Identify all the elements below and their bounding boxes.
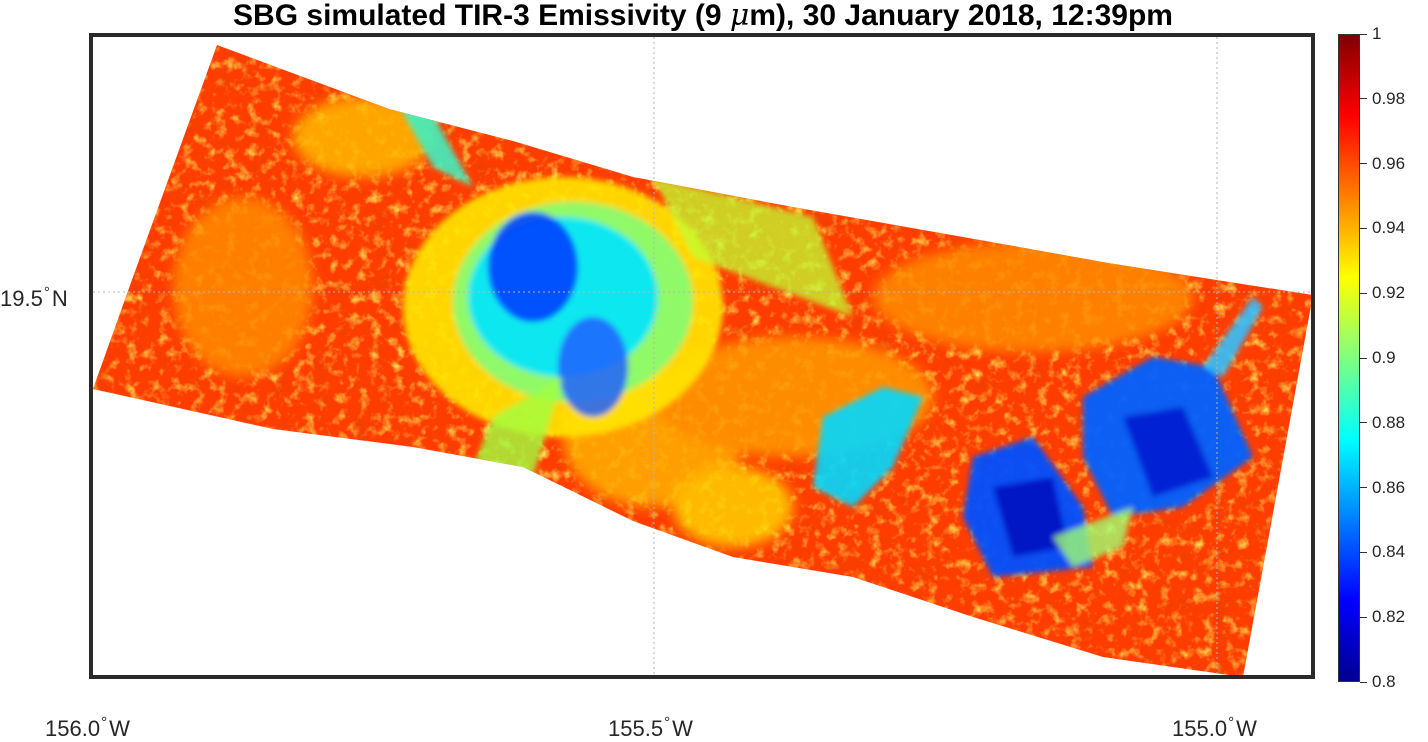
lon-hemisphere: W xyxy=(1236,716,1257,741)
lon-tick-label: 155.5°W xyxy=(608,714,693,742)
lon-hemisphere: W xyxy=(672,716,693,741)
colorbar xyxy=(1338,34,1360,682)
degree-symbol: ° xyxy=(664,714,671,731)
colorbar-tick-label: 0.96 xyxy=(1372,153,1406,173)
lat-tick-label: 19.5°N xyxy=(0,284,68,312)
colorbar-tick-mark xyxy=(1360,616,1367,618)
colorbar-tick-mark xyxy=(1360,33,1367,35)
title-mu-symbol: μ xyxy=(729,0,750,33)
degree-symbol: ° xyxy=(43,284,50,301)
map-title: SBG simulated TIR-3 Emissivity (9 μm), 3… xyxy=(90,0,1316,32)
lon-tick-label: 155.0°W xyxy=(1172,714,1257,742)
colorbar-tick-mark xyxy=(1360,227,1367,229)
colorbar-tick-mark xyxy=(1360,357,1367,359)
degree-symbol: ° xyxy=(101,714,108,731)
lon-value: 156.0 xyxy=(45,716,101,741)
colorbar-tick-mark xyxy=(1360,681,1367,683)
colorbar-tick-label: 0.98 xyxy=(1372,88,1406,108)
colorbar-tick-mark xyxy=(1360,487,1367,489)
title-text-start: SBG simulated TIR-3 Emissivity (9 xyxy=(233,0,730,32)
lon-value: 155.5 xyxy=(608,716,664,741)
colorbar-tick-mark xyxy=(1360,292,1367,294)
colorbar-tick-label: 1 xyxy=(1372,24,1382,43)
colorbar-tick-label: 0.82 xyxy=(1372,607,1406,627)
colorbar-tick-label: 0.94 xyxy=(1372,218,1406,238)
lon-value: 155.0 xyxy=(1172,716,1228,741)
lon-tick-label: 156.0°W xyxy=(45,714,130,742)
colorbar-tick-mark xyxy=(1360,98,1367,100)
colorbar-tick-label: 0.86 xyxy=(1372,477,1406,497)
colorbar-tick-label: 0.92 xyxy=(1372,283,1406,303)
lat-hemisphere: N xyxy=(51,286,68,311)
colorbar-tick-label: 0.88 xyxy=(1372,412,1406,432)
colorbar-tick-label: 0.8 xyxy=(1372,672,1396,691)
colorbar-tick-label: 0.9 xyxy=(1372,348,1396,367)
emissivity-swath xyxy=(93,37,1311,675)
degree-symbol: ° xyxy=(1228,714,1235,731)
colorbar-tick-mark xyxy=(1360,551,1367,553)
lat-value: 19.5 xyxy=(0,286,43,311)
colorbar-tick-mark xyxy=(1360,163,1367,165)
lon-hemisphere: W xyxy=(109,716,130,741)
map-frame xyxy=(89,33,1315,679)
title-text-end: m), 30 January 2018, 12:39pm xyxy=(749,0,1173,32)
colorbar-tick-mark xyxy=(1360,422,1367,424)
colorbar-tick-label: 0.84 xyxy=(1372,542,1406,562)
